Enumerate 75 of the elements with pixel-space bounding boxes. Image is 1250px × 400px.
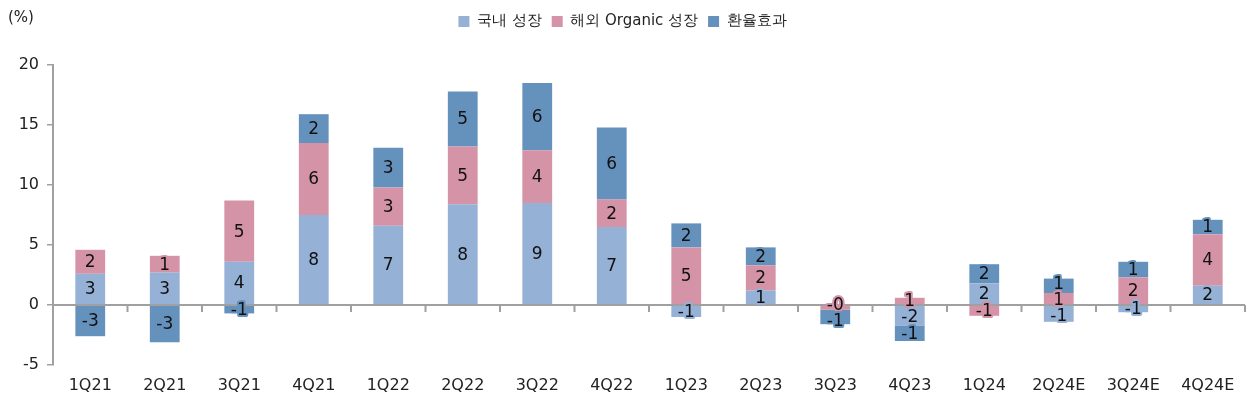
data-label: 2 xyxy=(755,245,767,266)
data-label: 4 xyxy=(233,272,245,293)
x-tick-label: 1Q24 xyxy=(962,374,1006,394)
x-tick-label: 4Q21 xyxy=(292,374,336,394)
bar xyxy=(224,200,255,262)
data-label: 3 xyxy=(382,196,394,217)
data-label: 4 xyxy=(531,166,543,187)
data-label: 6 xyxy=(531,106,543,127)
data-label: 1 xyxy=(159,253,171,274)
x-tick-label: 3Q21 xyxy=(217,374,261,394)
x-tick-label: 4Q22 xyxy=(590,374,634,394)
bar xyxy=(596,227,627,305)
y-tick-label: -5 xyxy=(23,354,39,374)
data-label: -3 xyxy=(156,313,174,334)
data-label: 5 xyxy=(680,265,692,286)
data-label: 8 xyxy=(308,249,320,270)
data-label: -1 xyxy=(230,299,248,319)
x-tick-label: 1Q21 xyxy=(68,374,112,394)
data-label: 1 xyxy=(1202,216,1214,237)
bar xyxy=(447,204,478,305)
data-label: 1 xyxy=(755,286,767,307)
data-label: -1 xyxy=(677,300,695,321)
x-tick-label: 2Q24E xyxy=(1032,374,1086,394)
data-label: 6 xyxy=(308,168,320,189)
data-label: 5 xyxy=(457,164,469,185)
x-tick-label: 1Q22 xyxy=(366,374,410,394)
data-label: 5 xyxy=(457,108,469,129)
legend-label: 환율효과 xyxy=(726,11,787,30)
legend-label: 국내 성장 xyxy=(476,11,542,30)
bar xyxy=(522,83,553,151)
x-tick-label: 4Q23 xyxy=(888,374,932,394)
x-tick-label: 2Q23 xyxy=(739,374,783,394)
x-tick-label: 2Q21 xyxy=(143,374,187,394)
data-label: 2 xyxy=(606,202,618,223)
x-tick-label: 3Q22 xyxy=(515,374,559,394)
data-label: 3 xyxy=(159,277,171,298)
bar xyxy=(596,127,627,200)
data-label: 3 xyxy=(84,278,96,299)
data-label: 7 xyxy=(606,255,618,276)
data-label: 4 xyxy=(1202,249,1214,270)
data-label: -3 xyxy=(81,310,99,331)
bar xyxy=(298,215,329,305)
data-label: 6 xyxy=(606,152,618,173)
data-label: 2 xyxy=(978,263,990,284)
data-label: 9 xyxy=(531,243,543,264)
data-label: 2 xyxy=(1127,280,1139,301)
y-tick-label: 20 xyxy=(18,54,39,74)
bar xyxy=(298,143,329,215)
data-label: 2 xyxy=(84,251,96,272)
y-tick-label: 5 xyxy=(28,234,39,254)
legend-label: 해외 Organic 성장 xyxy=(570,11,699,30)
y-axis-title: (%) xyxy=(8,7,34,26)
x-tick-label: 3Q24E xyxy=(1106,374,1160,394)
bar xyxy=(522,150,553,203)
bar xyxy=(522,203,553,305)
data-label: 5 xyxy=(233,220,245,241)
data-label: 1 xyxy=(1127,259,1139,280)
bar xyxy=(373,225,404,305)
data-label: 2 xyxy=(1202,284,1214,305)
y-tick-label: 0 xyxy=(28,294,39,314)
data-label: 2 xyxy=(755,267,767,288)
x-tick-label: 1Q23 xyxy=(664,374,708,394)
data-label: 2 xyxy=(308,118,320,139)
data-label: 7 xyxy=(382,254,394,275)
data-label: 2 xyxy=(680,224,692,245)
data-label: 3 xyxy=(382,157,394,178)
x-tick-label: 2Q22 xyxy=(441,374,485,394)
bar xyxy=(447,91,478,147)
x-tick-label: 3Q23 xyxy=(813,374,857,394)
x-tick-label: 4Q24E xyxy=(1181,374,1235,394)
data-label: -1 xyxy=(1124,298,1142,319)
y-tick-label: 10 xyxy=(18,174,39,194)
bar xyxy=(1192,234,1223,286)
y-tick-label: 15 xyxy=(18,114,39,134)
data-label: 8 xyxy=(457,243,469,264)
